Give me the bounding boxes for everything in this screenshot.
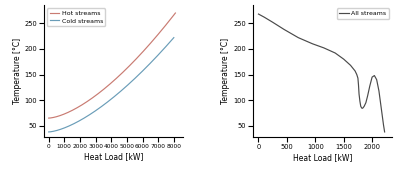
- X-axis label: Heat Load [kW]: Heat Load [kW]: [84, 152, 143, 161]
- Hot streams: [62, 113, 66, 115]
- Cold streams: [137, 73, 142, 75]
- Cold streams: [61, 127, 66, 129]
- Hot streams: [173, 12, 178, 14]
- Cold streams: [125, 84, 130, 86]
- Line: Cold streams: Cold streams: [49, 38, 174, 132]
- Y-axis label: Temperature [°C]: Temperature [°C]: [12, 38, 22, 104]
- Hot streams: [138, 53, 143, 55]
- Cold streams: [172, 36, 176, 39]
- Cold streams: [87, 114, 92, 116]
- Hot streams: [126, 66, 131, 68]
- Legend: All streams: All streams: [337, 9, 389, 19]
- X-axis label: Heat Load [kW]: Heat Load [kW]: [293, 153, 352, 162]
- Hot streams: [88, 99, 92, 101]
- Cold streams: [137, 73, 142, 75]
- Cold streams: [46, 131, 51, 133]
- Hot streams: [46, 117, 51, 119]
- Legend: Hot streams, Cold streams: Hot streams, Cold streams: [47, 9, 105, 26]
- Hot streams: [138, 54, 142, 56]
- Cold streams: [96, 108, 101, 110]
- Line: Hot streams: Hot streams: [49, 13, 175, 118]
- Hot streams: [96, 92, 101, 94]
- Y-axis label: Temperature [°C]: Temperature [°C]: [221, 38, 230, 104]
